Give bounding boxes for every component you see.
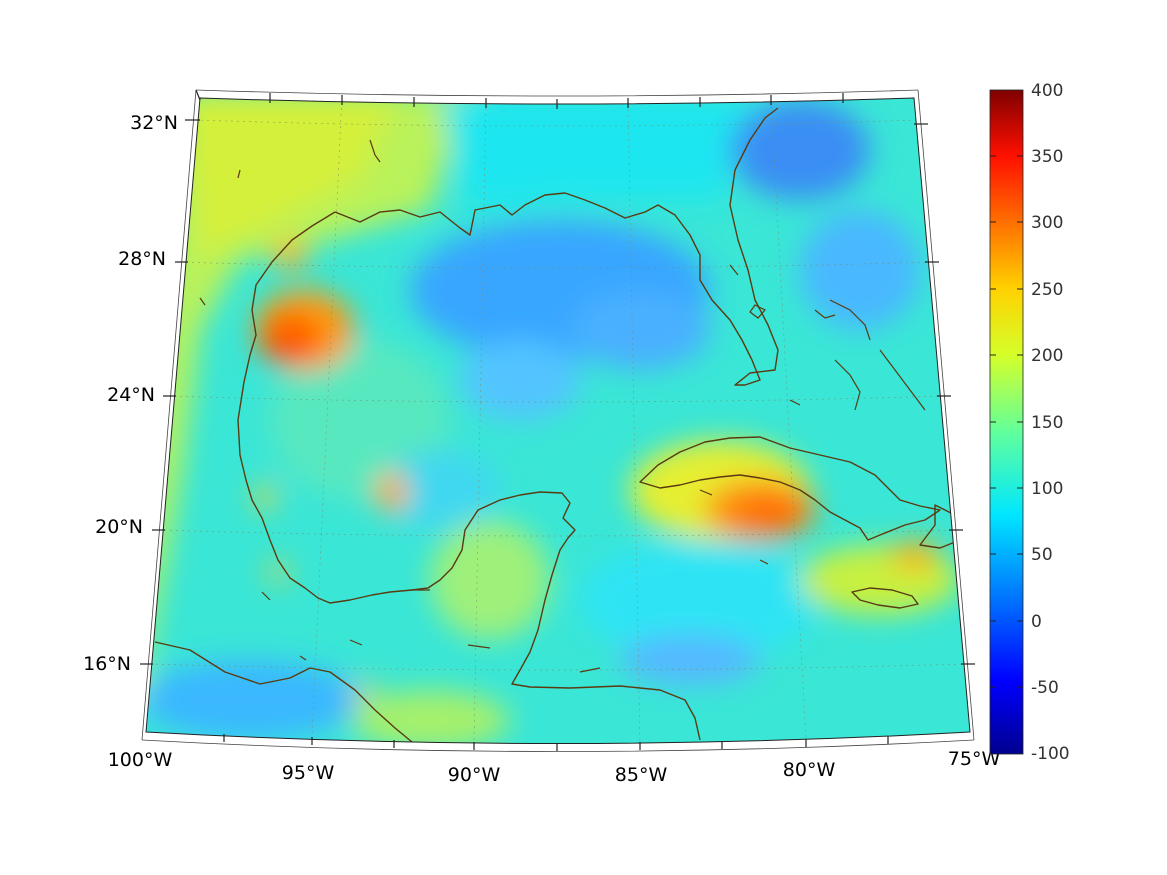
latitude-labels: 32°N 28°N 24°N 20°N 16°N xyxy=(83,112,178,675)
colorbar-tick-label: 150 xyxy=(1031,413,1063,433)
lon-label: 80°W xyxy=(783,759,836,781)
lat-label: 32°N xyxy=(130,112,178,134)
colorbar-tick-label: 350 xyxy=(1031,147,1063,167)
colorbar-tick-label: -100 xyxy=(1031,744,1070,764)
colorbar-tick-label: 200 xyxy=(1031,346,1063,366)
lon-label: 75°W xyxy=(948,748,1001,770)
colorbar-tick-label: -50 xyxy=(1031,678,1059,698)
lon-label: 95°W xyxy=(282,762,335,784)
colorbar-tick-label: 100 xyxy=(1031,479,1063,499)
lat-label: 20°N xyxy=(95,516,143,538)
lon-label: 85°W xyxy=(615,764,668,786)
lon-label: 90°W xyxy=(448,764,501,786)
map-frame xyxy=(140,89,975,752)
lon-label: 100°W xyxy=(108,749,173,771)
colorbar: 400 350 300 250 200 150 100 50 0 -50 -10… xyxy=(989,81,1070,764)
lat-label: 16°N xyxy=(83,653,131,675)
colorbar-tick-label: 50 xyxy=(1031,545,1053,565)
data-field xyxy=(146,98,970,744)
lat-label: 24°N xyxy=(107,384,155,406)
graticule xyxy=(149,98,967,744)
colorbar-tick-label: 0 xyxy=(1031,612,1042,632)
lat-label: 28°N xyxy=(118,248,166,270)
longitude-labels: 100°W 95°W 90°W 85°W 80°W 75°W xyxy=(108,748,1001,786)
colorbar-tick-label: 300 xyxy=(1031,213,1063,233)
colorbar-tick-label: 250 xyxy=(1031,280,1063,300)
colorbar-tick-label: 400 xyxy=(1031,81,1063,101)
